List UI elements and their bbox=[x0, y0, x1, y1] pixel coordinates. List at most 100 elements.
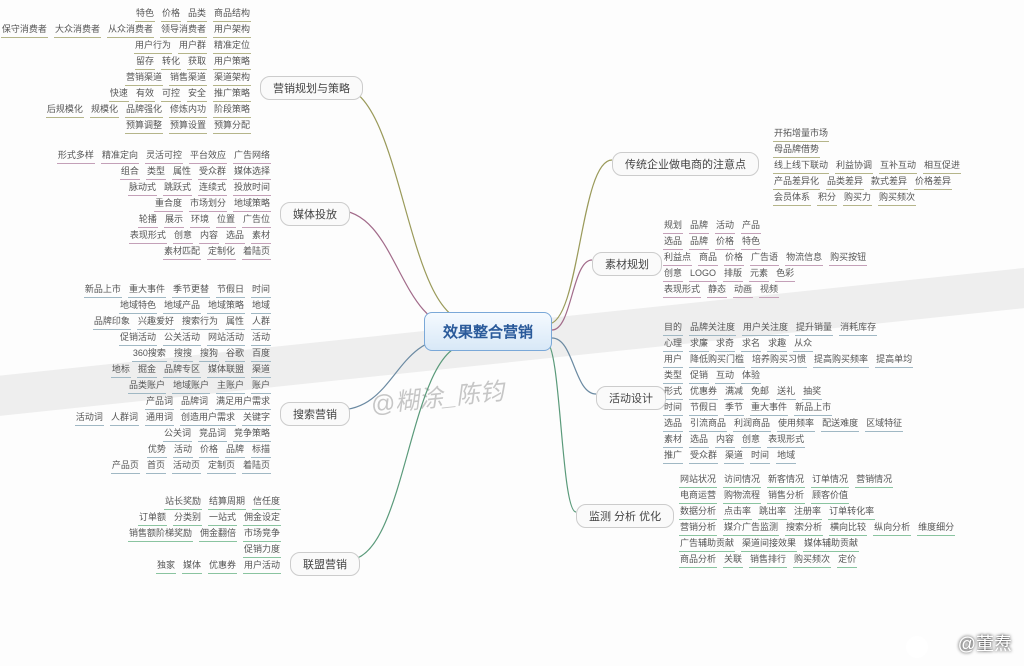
term[interactable]: 通用词 bbox=[145, 410, 174, 426]
term[interactable]: 产品差异化 bbox=[773, 174, 820, 190]
term[interactable]: 公关活动 bbox=[163, 330, 201, 346]
term[interactable]: 规划 bbox=[663, 218, 683, 234]
term[interactable]: 着陆页 bbox=[242, 244, 271, 260]
term[interactable]: 类型 bbox=[663, 368, 683, 384]
term[interactable]: 用户架构 bbox=[213, 22, 251, 38]
term[interactable]: 精准定向 bbox=[101, 148, 139, 164]
term[interactable]: 配送难度 bbox=[821, 416, 859, 432]
term[interactable]: 竞品词 bbox=[198, 426, 227, 442]
term[interactable]: 转化 bbox=[161, 54, 181, 70]
term[interactable]: 创意 bbox=[741, 432, 761, 448]
term[interactable]: 目的 bbox=[663, 320, 683, 336]
term[interactable]: 抽奖 bbox=[802, 384, 822, 400]
term[interactable]: 提高单均 bbox=[875, 352, 913, 368]
term[interactable]: 创意 bbox=[173, 228, 193, 244]
term[interactable]: 节假日 bbox=[689, 400, 718, 416]
term[interactable]: 首页 bbox=[146, 458, 166, 474]
term[interactable]: 特色 bbox=[135, 6, 155, 22]
term[interactable]: 定制化 bbox=[207, 244, 236, 260]
term[interactable]: 用户策略 bbox=[213, 54, 251, 70]
term[interactable]: 一站式 bbox=[208, 510, 237, 526]
term[interactable]: 引流商品 bbox=[689, 416, 727, 432]
term[interactable]: 商品分析 bbox=[679, 552, 717, 568]
term[interactable]: 跳跃式 bbox=[163, 180, 192, 196]
term[interactable]: 购买频次 bbox=[878, 190, 916, 206]
term[interactable]: 重大事件 bbox=[750, 400, 788, 416]
term[interactable]: 地域策略 bbox=[233, 196, 271, 212]
term[interactable]: 营销情况 bbox=[855, 472, 893, 488]
term[interactable]: 后规模化 bbox=[46, 102, 84, 118]
term[interactable]: 满足用户需求 bbox=[215, 394, 271, 410]
term[interactable]: 搜索分析 bbox=[785, 520, 823, 536]
term[interactable]: 组合 bbox=[120, 164, 140, 180]
term[interactable]: 促销 bbox=[689, 368, 709, 384]
term[interactable]: 用户关注度 bbox=[742, 320, 789, 336]
term[interactable]: 人群词 bbox=[110, 410, 139, 426]
term[interactable]: 留存 bbox=[135, 54, 155, 70]
term[interactable]: 百度 bbox=[251, 346, 271, 362]
term[interactable]: 选品 bbox=[689, 432, 709, 448]
term[interactable]: 媒体辅助贡献 bbox=[803, 536, 859, 552]
term[interactable]: 地域账户 bbox=[172, 378, 210, 394]
term[interactable]: 会员体系 bbox=[773, 190, 811, 206]
term[interactable]: 展示 bbox=[164, 212, 184, 228]
term[interactable]: 内容 bbox=[715, 432, 735, 448]
term[interactable]: 促销活动 bbox=[119, 330, 157, 346]
term[interactable]: 修炼内功 bbox=[169, 102, 207, 118]
term[interactable]: 活动 bbox=[715, 218, 735, 234]
term[interactable]: 母品牌借势 bbox=[773, 142, 820, 158]
term[interactable]: 品牌强化 bbox=[125, 102, 163, 118]
term[interactable]: 活动词 bbox=[75, 410, 104, 426]
term[interactable]: 营销分析 bbox=[679, 520, 717, 536]
term[interactable]: 分类别 bbox=[173, 510, 202, 526]
term[interactable]: 新客情况 bbox=[767, 472, 805, 488]
term[interactable]: 商品结构 bbox=[213, 6, 251, 22]
term[interactable]: 订单转化率 bbox=[828, 504, 875, 520]
term[interactable]: 商品 bbox=[698, 250, 718, 266]
term[interactable]: 跳出率 bbox=[758, 504, 787, 520]
term[interactable]: 节假日 bbox=[216, 282, 245, 298]
term[interactable]: 轮播 bbox=[138, 212, 158, 228]
term[interactable]: 积分 bbox=[817, 190, 837, 206]
term[interactable]: 脉动式 bbox=[128, 180, 157, 196]
term[interactable]: 表现形式 bbox=[129, 228, 167, 244]
term[interactable]: 阶段策略 bbox=[213, 102, 251, 118]
term[interactable]: 从众 bbox=[793, 336, 813, 352]
term[interactable]: 数据分析 bbox=[679, 504, 717, 520]
term[interactable]: 关键字 bbox=[242, 410, 271, 426]
term[interactable]: 渠道架构 bbox=[213, 70, 251, 86]
term[interactable]: 纵向分析 bbox=[873, 520, 911, 536]
term[interactable]: 购买按钮 bbox=[829, 250, 867, 266]
term[interactable]: 品牌印象 bbox=[93, 314, 131, 330]
term[interactable]: 属性 bbox=[225, 314, 245, 330]
term[interactable]: 色彩 bbox=[775, 266, 795, 282]
term[interactable]: 内容 bbox=[199, 228, 219, 244]
term[interactable]: 横向比较 bbox=[829, 520, 867, 536]
term[interactable]: 信任度 bbox=[252, 494, 281, 510]
term[interactable]: 用户行为 bbox=[134, 38, 172, 54]
term[interactable]: 创意 bbox=[663, 266, 683, 282]
term[interactable]: 用户 bbox=[663, 352, 683, 368]
term[interactable]: 满减 bbox=[724, 384, 744, 400]
term[interactable]: 谷歌 bbox=[225, 346, 245, 362]
term[interactable]: 创造用户需求 bbox=[180, 410, 236, 426]
term[interactable]: 订单额 bbox=[138, 510, 167, 526]
term[interactable]: 促销力度 bbox=[243, 542, 281, 558]
term[interactable]: 媒体联盟 bbox=[207, 362, 245, 378]
term[interactable]: 佣金设定 bbox=[243, 510, 281, 526]
term[interactable]: 选品 bbox=[663, 234, 683, 250]
term[interactable]: 推广策略 bbox=[213, 86, 251, 102]
term[interactable]: 表现形式 bbox=[663, 282, 701, 298]
term[interactable]: 品牌 bbox=[689, 218, 709, 234]
term[interactable]: 营销渠道 bbox=[125, 70, 163, 86]
term[interactable]: 销售分析 bbox=[767, 488, 805, 504]
term[interactable]: 消耗库存 bbox=[839, 320, 877, 336]
term[interactable]: 培养购买习惯 bbox=[751, 352, 807, 368]
term[interactable]: 媒介广告监测 bbox=[723, 520, 779, 536]
term[interactable]: 预算分配 bbox=[213, 118, 251, 134]
term[interactable]: 主账户 bbox=[216, 378, 245, 394]
branch-b2-label[interactable]: 媒体投放 bbox=[280, 202, 350, 226]
term[interactable]: 动画 bbox=[733, 282, 753, 298]
term[interactable]: 时间 bbox=[750, 448, 770, 464]
term[interactable]: 独家 bbox=[156, 558, 176, 574]
